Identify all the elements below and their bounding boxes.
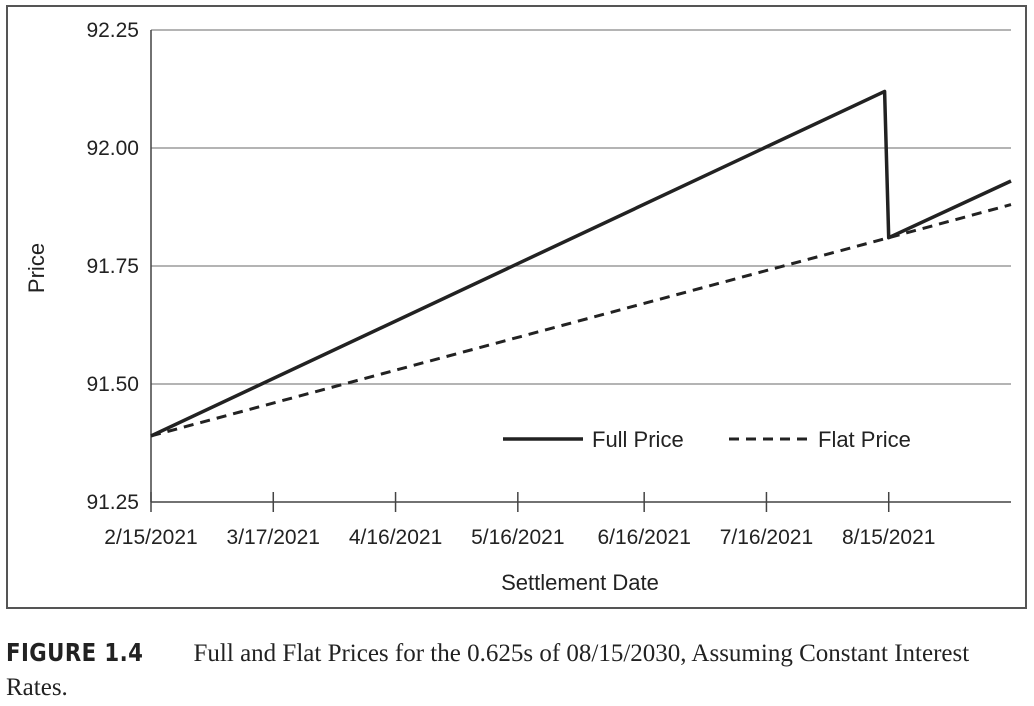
- gridlines: [151, 29, 1011, 385]
- caption-label: FIGURE 1.4: [6, 638, 144, 667]
- y-tick-label: 92.25: [86, 19, 139, 42]
- legend: Full Price Flat Price: [503, 427, 911, 452]
- y-axis-title: Price: [24, 243, 49, 293]
- series-lines: [150, 89, 1012, 438]
- y-tick-label: 91.25: [86, 491, 139, 514]
- x-tick-label: 3/17/2021: [227, 526, 320, 549]
- legend-label: Flat Price: [818, 427, 911, 452]
- flat-price-line: [150, 203, 1012, 438]
- x-axis-title: Settlement Date: [501, 570, 659, 595]
- y-tick-label: 91.50: [86, 373, 139, 396]
- price-chart: 91.25 91.50 91.75 92.00 92.25 2/15/2021 3/17/2…: [24, 19, 1012, 595]
- x-tick-label: 2/15/2021: [104, 526, 197, 549]
- figure-caption: FIGURE 1.4 Full and Flat Prices for the 0…: [6, 636, 1030, 705]
- x-tick-label: 7/16/2021: [720, 526, 813, 549]
- x-tick-label: 8/15/2021: [842, 526, 935, 549]
- x-tick-label: 5/16/2021: [471, 526, 564, 549]
- y-tick-label: 92.00: [86, 137, 139, 160]
- x-tick-label: 6/16/2021: [597, 526, 690, 549]
- legend-label: Full Price: [592, 427, 684, 452]
- x-tick-label: 4/16/2021: [349, 526, 442, 549]
- full-price-line: [150, 89, 1012, 438]
- axes: 91.25 91.50 91.75 92.00 92.25 2/15/2021 3/17/2…: [86, 19, 1011, 549]
- y-tick-label: 91.75: [86, 255, 139, 278]
- caption-text: Full and Flat Prices for the 0.625s of 0…: [6, 640, 970, 701]
